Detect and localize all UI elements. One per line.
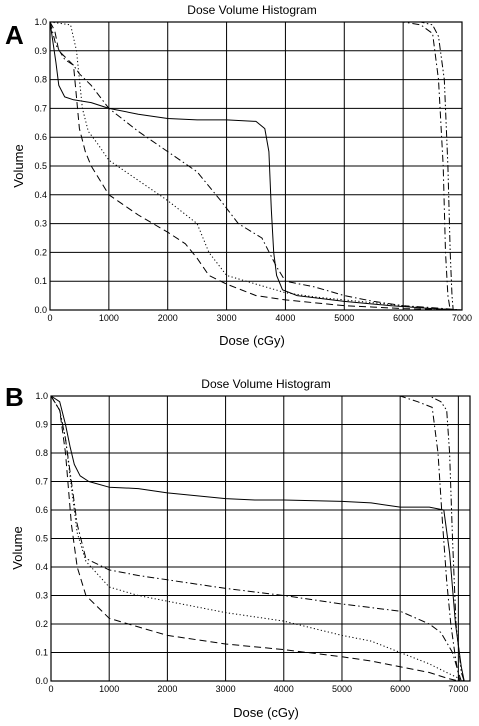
x-tick-label: 4000 xyxy=(274,684,294,694)
x-tick-label: 5000 xyxy=(334,313,354,323)
y-tick-label: 0.0 xyxy=(35,676,48,686)
x-tick-label: 5000 xyxy=(332,684,352,694)
x-tick-label: 6000 xyxy=(390,684,410,694)
y-tick-label: 0.9 xyxy=(35,420,48,430)
series-line-2 xyxy=(50,395,462,682)
y-tick-label: 0.4 xyxy=(35,562,48,572)
y-axis-title: Volume xyxy=(11,144,26,187)
x-tick-label: 1000 xyxy=(99,313,119,323)
x-tick-label: 7000 xyxy=(448,684,468,694)
x-tick-label: 3000 xyxy=(217,313,237,323)
series-line-4 xyxy=(50,395,459,682)
y-tick-label: 0.6 xyxy=(35,505,48,515)
y-tick-label: 0.3 xyxy=(35,591,48,601)
series-line-5 xyxy=(51,395,460,682)
y-tick-label: 0.9 xyxy=(34,46,47,56)
panel-letter: A xyxy=(5,20,24,50)
x-tick-label: 0 xyxy=(48,684,53,694)
x-tick-label: 2000 xyxy=(157,684,177,694)
chart-panel-a: A Dose Volume Histogram 0.0 0.1 0.2 0.3 0.4 0.5… xyxy=(5,3,472,348)
y-axis-title: Volume xyxy=(10,526,25,569)
y-tick-label: 0.0 xyxy=(34,305,47,315)
series-line-4 xyxy=(49,21,463,311)
series-line-3 xyxy=(49,21,463,311)
series-line-1 xyxy=(49,21,463,311)
x-tick-label: 4000 xyxy=(275,313,295,323)
chart-panel-b: B Dose Volume Histogram 0.0 0.1 0.2 0.3 0.4 0.5… xyxy=(5,377,471,720)
panel-letter: B xyxy=(5,382,24,412)
y-tick-label: 0.8 xyxy=(34,75,47,85)
y-tick-label: 0.1 xyxy=(35,648,48,658)
y-tick-label: 0.2 xyxy=(35,619,48,629)
y-tick-label: 0.2 xyxy=(34,247,47,257)
y-tick-label: 0.6 xyxy=(34,132,47,142)
series-line-6 xyxy=(51,395,465,682)
series-line-1 xyxy=(50,395,465,682)
y-tick-label: 0.8 xyxy=(35,448,48,458)
series-line-2 xyxy=(49,21,463,311)
series-line-3 xyxy=(50,395,465,682)
chart-title: Dose Volume Histogram xyxy=(187,3,316,17)
y-tick-label: 1.0 xyxy=(35,391,48,401)
y-tick-label: 0.7 xyxy=(34,103,47,113)
x-axis-title: Dose (cGy) xyxy=(219,333,285,348)
x-tick-label: 0 xyxy=(47,313,52,323)
x-axis-title: Dose (cGy) xyxy=(233,705,299,720)
y-tick-label: 0.4 xyxy=(34,190,47,200)
x-tick-label: 3000 xyxy=(216,684,236,694)
series-line-5 xyxy=(50,21,451,311)
x-tick-label: 2000 xyxy=(158,313,178,323)
x-tick-label: 1000 xyxy=(99,684,119,694)
series-line-6 xyxy=(50,21,454,311)
y-tick-label: 0.5 xyxy=(35,534,48,544)
y-tick-label: 0.1 xyxy=(34,276,47,286)
chart-title: Dose Volume Histogram xyxy=(201,377,330,391)
y-tick-label: 0.5 xyxy=(34,161,47,171)
y-tick-label: 0.3 xyxy=(34,219,47,229)
y-tick-label: 1.0 xyxy=(34,17,47,27)
y-tick-label: 0.7 xyxy=(35,477,48,487)
x-tick-label: 7000 xyxy=(452,313,472,323)
x-tick-label: 6000 xyxy=(393,313,413,323)
